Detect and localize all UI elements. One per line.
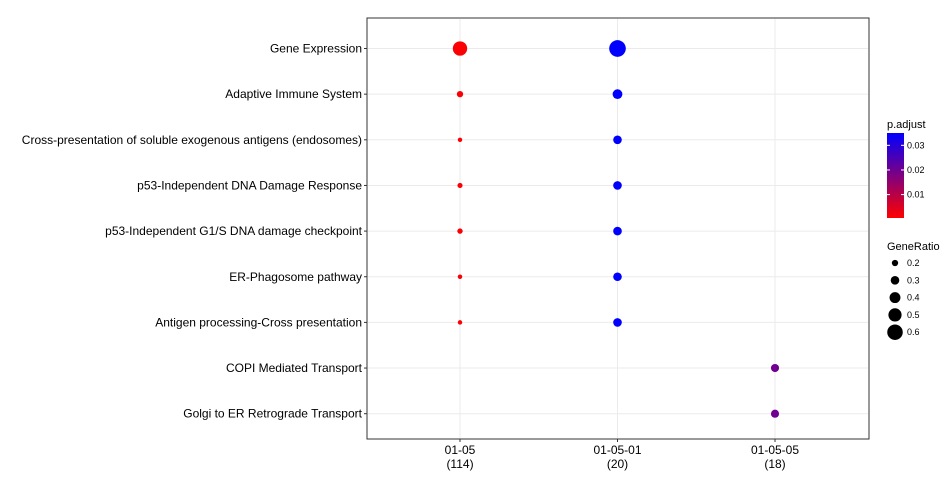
- data-point: [612, 89, 623, 100]
- data-point: [457, 137, 463, 143]
- y-axis: Gene Expression Adaptive Immune System Cro…: [22, 42, 367, 421]
- data-point: [456, 91, 464, 98]
- x-tick-count-label: (114): [446, 457, 473, 471]
- y-tick-label: Antigen processing-Cross presentation: [155, 315, 362, 329]
- size-legend-label: 0.6: [907, 327, 920, 337]
- size-legend-title: GeneRatio: [887, 241, 940, 253]
- y-tick-label: Golgi to ER Retrograde Transport: [183, 407, 362, 421]
- size-legend: GeneRatio 0.2 0.3 0.4 0.5 0.6: [887, 241, 940, 340]
- x-tick-count-label: (20): [607, 457, 628, 471]
- color-legend-title: p.adjust: [887, 119, 926, 131]
- y-tick-label: p53-Independent DNA Damage Response: [137, 178, 362, 192]
- data-point: [613, 272, 622, 282]
- size-legend-key: [887, 324, 903, 340]
- data-point: [770, 409, 780, 418]
- x-tick-label: 01-05-01: [593, 443, 641, 457]
- x-tick-count-label: (18): [764, 457, 785, 471]
- color-legend: p.adjust 0.01 0.02 0.03: [887, 119, 926, 218]
- size-legend-label: 0.5: [907, 310, 920, 320]
- color-legend-tick-label: 0.02: [907, 165, 925, 175]
- color-legend-tick-label: 0.01: [907, 190, 925, 200]
- y-tick-label: Cross-presentation of soluble exogenous …: [22, 133, 362, 147]
- data-point: [457, 320, 463, 325]
- data-point: [770, 363, 780, 373]
- size-legend-key: [890, 276, 900, 285]
- data-point: [452, 41, 468, 56]
- data-point: [457, 228, 463, 234]
- x-tick-label: 01-05-05: [751, 443, 799, 457]
- size-legend-key: [891, 259, 899, 267]
- size-legend-key: [889, 292, 901, 304]
- color-legend-tick-label: 0.03: [907, 140, 925, 150]
- data-point: [613, 181, 622, 190]
- x-axis: 01-05(114) 01-05-01(20) 01-05-05(18): [445, 439, 799, 471]
- data-point: [457, 274, 463, 279]
- y-tick-label: Adaptive Immune System: [225, 87, 362, 101]
- size-legend-label: 0.2: [907, 258, 920, 268]
- y-tick-label: Gene Expression: [270, 42, 362, 56]
- data-point: [613, 226, 622, 236]
- y-tick-label: p53-Independent G1/S DNA damage checkpoi…: [105, 224, 363, 238]
- y-tick-label: COPI Mediated Transport: [226, 361, 363, 375]
- x-tick-label: 01-05: [445, 443, 476, 457]
- data-point: [613, 318, 622, 327]
- y-tick-label: ER-Phagosome pathway: [229, 270, 362, 284]
- size-legend-key: [888, 308, 902, 322]
- data-point: [457, 182, 463, 189]
- data-points: [452, 40, 780, 418]
- data-point: [609, 40, 626, 57]
- size-legend-label: 0.3: [907, 275, 920, 285]
- data-point: [613, 135, 622, 145]
- color-legend-bar: [887, 133, 904, 218]
- size-legend-label: 0.4: [907, 293, 920, 303]
